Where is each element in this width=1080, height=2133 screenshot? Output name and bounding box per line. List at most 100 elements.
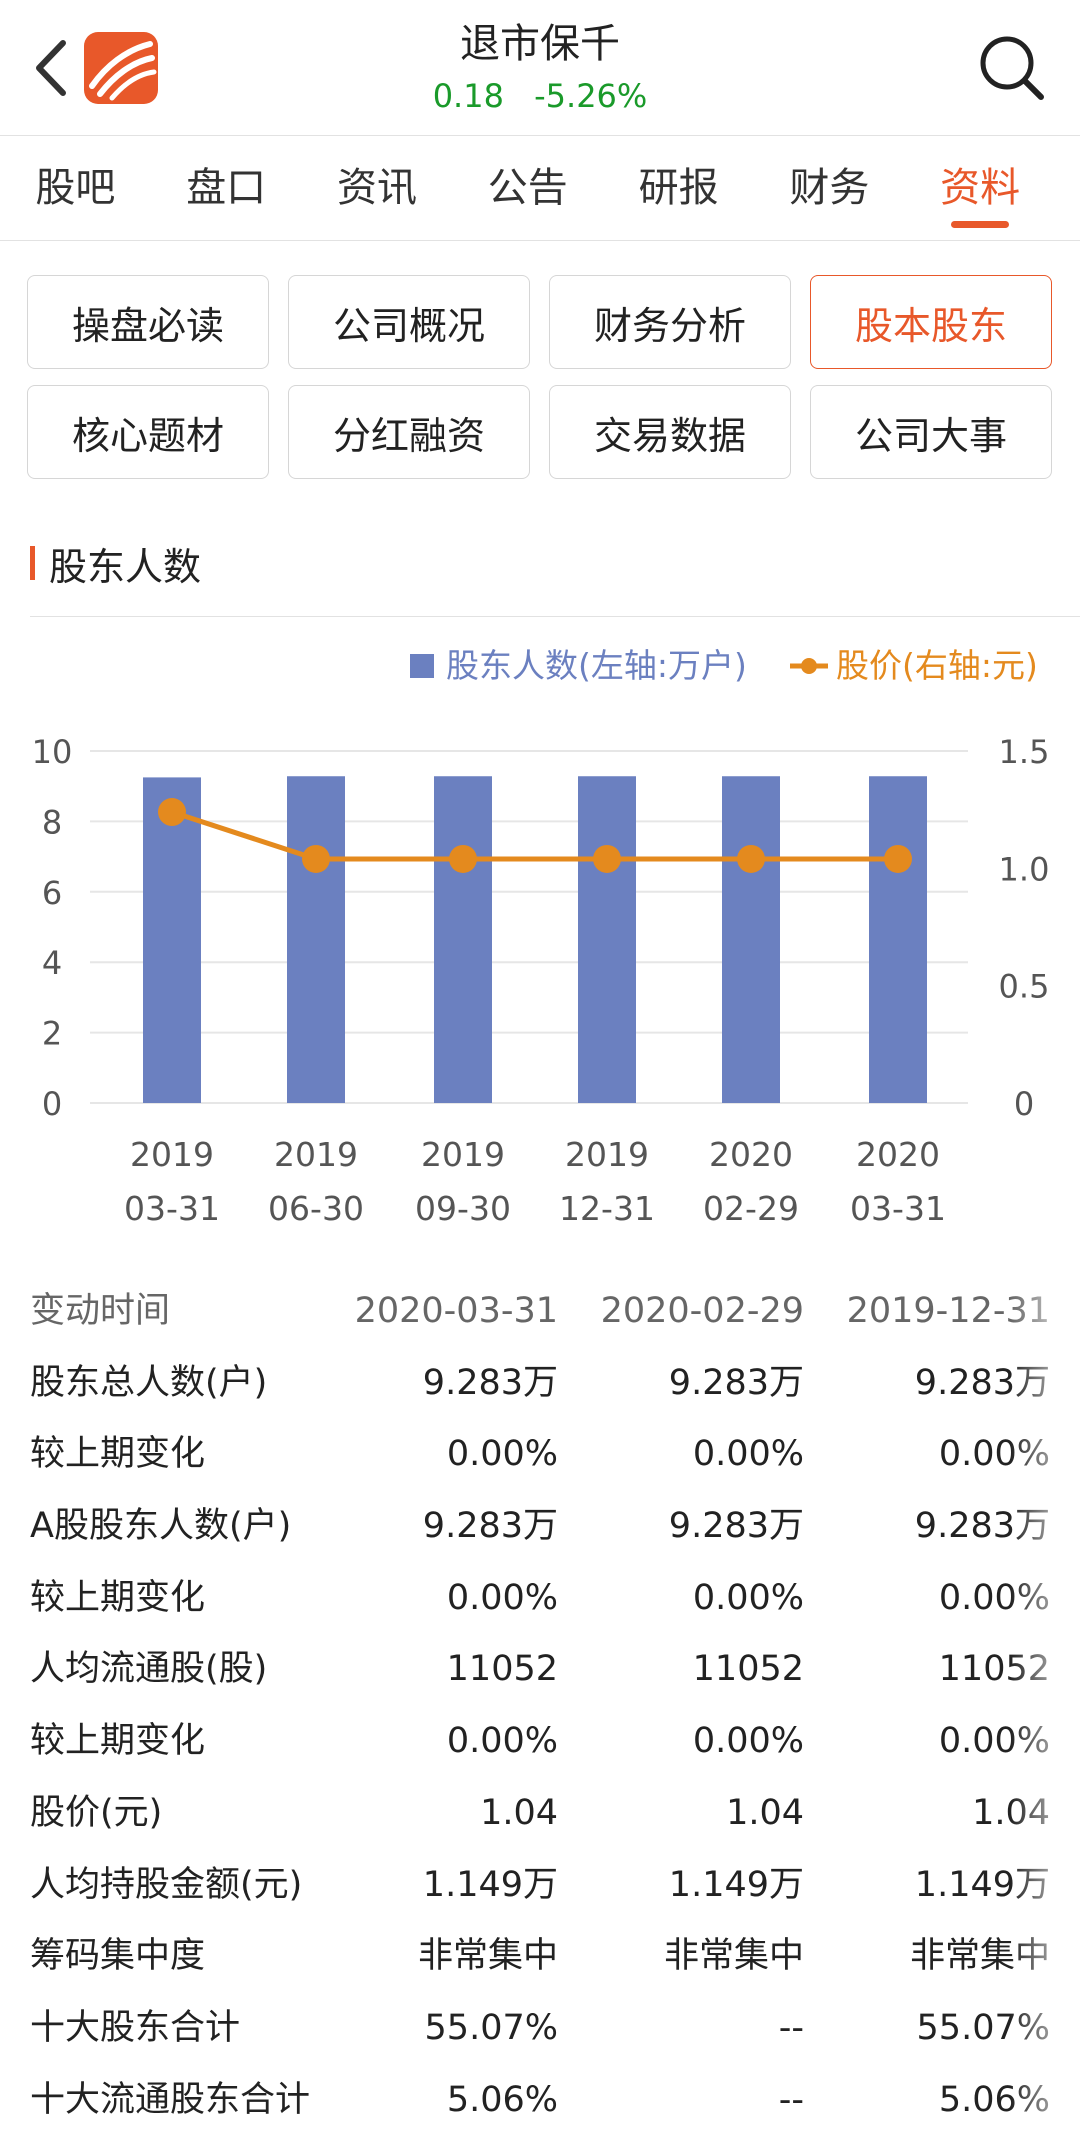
table-row: 十大股东合计 55.07% -- 55.07% xyxy=(0,1993,1080,2065)
row-label: 十大流通股东合计 xyxy=(30,2079,311,2120)
x-axis-tick-date: 03-31 xyxy=(850,1189,946,1228)
table-cell: 1.04 xyxy=(726,1792,804,1833)
profile-sub-menu: 操盘必读 公司概况 财务分析 股本股东核心题材 分红融资 交易数据 公司大事 xyxy=(27,275,1053,479)
stock-title-block: 退市保千 0.18 -5.26% xyxy=(300,14,780,118)
tab-0[interactable]: 股吧 xyxy=(0,136,151,240)
sub-menu-button-4[interactable]: 核心题材 xyxy=(27,385,269,479)
price-point xyxy=(737,844,765,873)
tab-1[interactable]: 盘口 xyxy=(151,136,302,240)
legend-label-shareholders: 股东人数(左轴:万户) xyxy=(446,646,747,685)
stock-price: 0.18 xyxy=(432,77,504,115)
table-cell: 0.00% xyxy=(938,1721,1050,1762)
row-label: 人均流通股(股) xyxy=(30,1649,268,1690)
sub-menu-button-2[interactable]: 财务分析 xyxy=(549,275,791,369)
x-axis-tick-year: 2019 xyxy=(421,1135,505,1174)
shareholder-chart: 0 2 4 6 8 10 0 0.5 1.0 1.5 2019 03-31 2019 06-30 2019 0… xyxy=(0,630,1080,1250)
left-axis-tick: 6 xyxy=(42,874,62,912)
table-cell: 11052 xyxy=(692,1649,804,1690)
table-cell: 0.00% xyxy=(692,1721,804,1762)
table-cell: 9.283万 xyxy=(422,1506,558,1547)
row-label: A股股东人数(户) xyxy=(30,1506,292,1547)
table-cell: 非常集中 xyxy=(417,1936,558,1977)
table-cell: 1.04 xyxy=(480,1792,558,1833)
table-cell: 11052 xyxy=(446,1649,558,1690)
left-axis-tick: 0 xyxy=(42,1085,62,1123)
table-header-row: 变动时间 2020-03-31 2020-02-29 2019-12-31 xyxy=(0,1276,1080,1348)
table-cell: 5.06% xyxy=(938,2079,1050,2120)
table-cell: 55.07% xyxy=(916,2007,1050,2048)
row-label: 较上期变化 xyxy=(30,1434,206,1475)
row-label: 筹码集中度 xyxy=(30,1936,206,1977)
tab-6[interactable]: 资料 xyxy=(905,136,1056,240)
sub-menu-button-5[interactable]: 分红融资 xyxy=(288,385,530,479)
x-axis-tick-year: 2020 xyxy=(856,1135,940,1174)
app-header: 退市保千 0.18 -5.26% xyxy=(0,0,1080,135)
table-cell: 11052 xyxy=(938,1649,1050,1690)
table-cell: 0.00% xyxy=(938,1434,1050,1475)
tab-label: 资讯 xyxy=(336,165,417,211)
row-label: 人均持股金额(元) xyxy=(30,1864,303,1905)
table-cell: 1.04 xyxy=(972,1792,1050,1833)
search-icon xyxy=(980,36,1044,100)
sub-menu-button-0[interactable]: 操盘必读 xyxy=(27,275,269,369)
table-cell: 0.00% xyxy=(446,1721,558,1762)
table-cell: 55.07% xyxy=(424,2007,558,2048)
table-cell: 1.149万 xyxy=(422,1864,558,1905)
back-button[interactable] xyxy=(20,28,80,108)
shareholder-table[interactable]: 变动时间 2020-03-31 2020-02-29 2019-12-31 股东总人数(… xyxy=(0,1276,1080,2133)
table-cell: 0.00% xyxy=(692,1577,804,1618)
table-row: 股价(元) 1.04 1.04 1.04 xyxy=(0,1778,1080,1850)
bar-shareholders xyxy=(287,776,345,1103)
section-title: 股东人数 xyxy=(30,538,202,589)
bar-shareholders xyxy=(434,776,492,1103)
header-divider xyxy=(0,135,1080,136)
tab-label: 财务 xyxy=(789,165,870,211)
tab-3[interactable]: 公告 xyxy=(452,136,603,240)
bar-shareholders xyxy=(722,776,780,1103)
price-point xyxy=(884,844,912,873)
table-cell: 非常集中 xyxy=(663,1936,804,1977)
shareholder-chart-svg: 0 2 4 6 8 10 0 0.5 1.0 1.5 2019 03-31 2019 06-30 2019 0… xyxy=(32,646,1050,1228)
tab-divider xyxy=(0,240,1080,241)
bar-shareholders xyxy=(578,776,636,1103)
row-label: 股东总人数(户) xyxy=(30,1362,268,1403)
tab-bar: 股吧 盘口 资讯 公告 研报 财务 资料 xyxy=(0,136,1080,240)
tab-label: 资料 xyxy=(940,165,1021,211)
table-row: 人均流通股(股) 11052 11052 11052 xyxy=(0,1634,1080,1706)
stock-quote: 0.18 -5.26% xyxy=(300,74,780,118)
price-point xyxy=(302,844,330,873)
right-axis-tick: 0.5 xyxy=(999,968,1050,1006)
x-axis-tick-date: 03-31 xyxy=(124,1189,220,1228)
table-row: 人均持股金额(元) 1.149万 1.149万 1.149万 xyxy=(0,1850,1080,1922)
left-axis-tick: 2 xyxy=(42,1015,62,1053)
bar-shareholders xyxy=(143,777,201,1103)
section-divider xyxy=(30,616,1080,617)
tab-4[interactable]: 研报 xyxy=(603,136,754,240)
sub-menu-button-7[interactable]: 公司大事 xyxy=(810,385,1052,479)
table-row: 股东总人数(户) 9.283万 9.283万 9.283万 xyxy=(0,1348,1080,1420)
section-accent-bar xyxy=(30,546,35,580)
table-header-date: 2020-02-29 xyxy=(600,1291,804,1331)
table-cell: 9.283万 xyxy=(914,1506,1050,1547)
section-title-text: 股东人数 xyxy=(49,544,202,589)
tab-5[interactable]: 财务 xyxy=(754,136,905,240)
x-axis-tick-year: 2019 xyxy=(274,1135,358,1174)
price-point xyxy=(158,798,186,827)
table-row: 较上期变化 0.00% 0.00% 0.00% xyxy=(0,1563,1080,1635)
table-cell: 0.00% xyxy=(938,1577,1050,1618)
table-cell: -- xyxy=(778,2079,804,2120)
sub-menu-button-6[interactable]: 交易数据 xyxy=(549,385,791,479)
sub-menu-button-1[interactable]: 公司概况 xyxy=(288,275,530,369)
table-cell: 1.149万 xyxy=(668,1864,804,1905)
table-cell: -- xyxy=(778,2007,804,2048)
bar-shareholders xyxy=(869,776,927,1103)
tab-label: 股吧 xyxy=(35,165,116,211)
search-button[interactable] xyxy=(972,28,1052,108)
tab-label: 盘口 xyxy=(186,165,267,211)
sub-menu-button-3[interactable]: 股本股东 xyxy=(810,275,1052,369)
table-row: A股股东人数(户) 9.283万 9.283万 9.283万 xyxy=(0,1491,1080,1563)
tab-2[interactable]: 资讯 xyxy=(302,136,453,240)
right-axis-tick: 0 xyxy=(1014,1085,1034,1123)
back-arrow-icon xyxy=(36,40,66,96)
price-line xyxy=(171,809,898,862)
